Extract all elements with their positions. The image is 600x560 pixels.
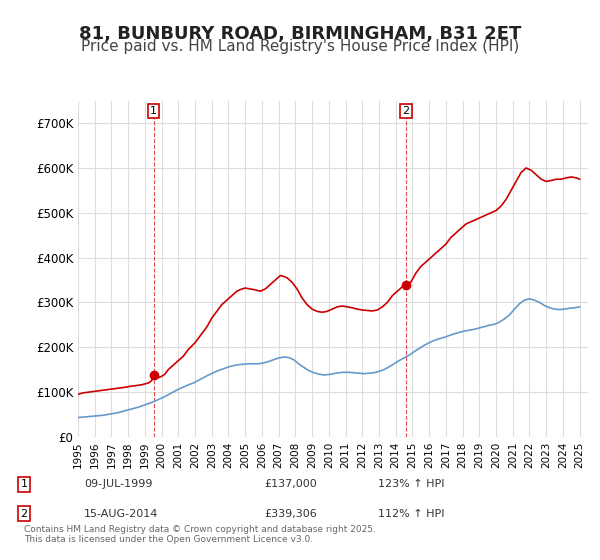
Text: 81, BUNBURY ROAD, BIRMINGHAM, B31 2ET: 81, BUNBURY ROAD, BIRMINGHAM, B31 2ET	[79, 25, 521, 43]
Text: Contains HM Land Registry data © Crown copyright and database right 2025.
This d: Contains HM Land Registry data © Crown c…	[24, 525, 376, 544]
Text: 09-JUL-1999: 09-JUL-1999	[84, 479, 152, 489]
Text: £339,306: £339,306	[264, 508, 317, 519]
Text: 1: 1	[20, 479, 28, 489]
Text: 2: 2	[20, 508, 28, 519]
Text: £137,000: £137,000	[264, 479, 317, 489]
Text: 112% ↑ HPI: 112% ↑ HPI	[378, 508, 445, 519]
Text: 1: 1	[150, 106, 157, 116]
Text: Price paid vs. HM Land Registry's House Price Index (HPI): Price paid vs. HM Land Registry's House …	[81, 39, 519, 54]
Text: 2: 2	[403, 106, 410, 116]
Text: 123% ↑ HPI: 123% ↑ HPI	[378, 479, 445, 489]
Text: 15-AUG-2014: 15-AUG-2014	[84, 508, 158, 519]
